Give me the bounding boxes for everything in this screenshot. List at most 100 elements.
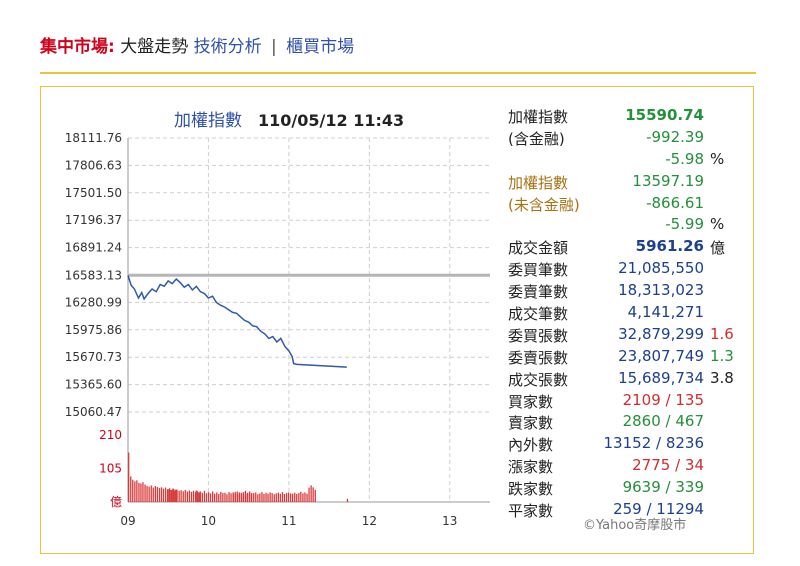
volume-bar (169, 488, 171, 502)
stat-row: 跌家數 9639 / 339 (508, 478, 752, 500)
volume-bar (244, 494, 247, 502)
volume-bar (174, 490, 176, 502)
volume-bar (314, 489, 316, 502)
stat-label: 委賣筆數 (508, 283, 569, 302)
stat-label: 成交金額 (508, 239, 569, 258)
copyright-text: ©Yahoo奇摩股市 (583, 518, 687, 533)
volume-bar (249, 491, 251, 502)
volume-bar (267, 493, 269, 502)
volume-bar (178, 490, 180, 502)
volume-bar (171, 489, 173, 502)
header-divider (40, 72, 756, 74)
volume-bar (265, 492, 267, 502)
volume-bar (150, 485, 152, 502)
volume-bar (199, 492, 201, 502)
y-tick-label: 15365.60 (65, 378, 122, 392)
volume-bar (273, 494, 275, 502)
y-tick-label: 15975.86 (65, 323, 122, 337)
volume-bar (294, 492, 296, 502)
volume-bar (148, 486, 150, 502)
volume-bar (232, 493, 234, 502)
stat-row: 加權指數 15590.74 (508, 106, 752, 128)
volume-bar (152, 487, 154, 502)
stat-row: 成交筆數 4,141,271 (508, 303, 752, 325)
stat-row: 漲家數 2775 / 34 (508, 456, 752, 478)
index-line (127, 275, 347, 368)
volume-bar (214, 493, 216, 502)
stat-label: 漲家數 (508, 458, 554, 477)
y-tick-label: 15060.47 (65, 405, 122, 419)
stat-label: (含金融) (508, 129, 565, 148)
stat-row: (含金融) -992.39 (508, 128, 752, 150)
stat-value: -5.99 (665, 215, 704, 234)
volume-bar (170, 489, 172, 502)
volume-bar (246, 492, 249, 502)
market-title: 集中市場: (40, 37, 115, 57)
stat-label: 委買筆數 (508, 261, 569, 280)
volume-bar (308, 487, 310, 502)
y-tick-label: 16280.99 (65, 295, 122, 309)
stat-row: 成交張數 15,689,734 3.8 (508, 369, 752, 391)
y-tick-label: 16583.13 (65, 268, 122, 282)
volume-bar (236, 493, 238, 502)
stat-label: 成交張數 (508, 370, 569, 389)
volume-tick-label: 105 (99, 462, 122, 476)
volume-bar (285, 493, 288, 502)
y-tick-label: 17806.63 (65, 158, 122, 172)
stat-label: 買家數 (508, 392, 554, 411)
stat-row: (未含金融) -866.61 (508, 194, 752, 216)
stat-label: 跌家數 (508, 480, 554, 499)
volume-bar (240, 493, 243, 502)
volume-bar (182, 491, 184, 502)
y-tick-label: 17196.37 (65, 213, 122, 227)
stat-unit: 3.8 (710, 368, 734, 387)
stat-row: 買家數 2109 / 135 (508, 391, 752, 413)
stat-label: 平家數 (508, 502, 554, 521)
volume-unit-label: 億 (110, 495, 122, 509)
y-tick-label: 18111.76 (65, 131, 122, 145)
volume-bar (304, 492, 306, 502)
volume-bar (228, 492, 230, 502)
volume-bar (255, 492, 257, 502)
volume-bar (146, 486, 148, 502)
volume-bar (134, 481, 136, 502)
volume-bar (132, 479, 134, 502)
volume-tick-label: 210 (99, 428, 122, 442)
stat-unit: % (710, 149, 725, 168)
market-nav: 集中市場: 大盤走勢 技術分析 | 櫃買市場 (40, 32, 354, 57)
otc-market-link[interactable]: 櫃買市場 (286, 37, 355, 57)
x-tick-label: 09 (120, 514, 135, 528)
volume-bar (251, 493, 253, 502)
stat-unit: 1.3 (710, 346, 734, 365)
volume-bar (292, 493, 294, 502)
stat-label: 賣家數 (508, 414, 554, 433)
technical-analysis-link[interactable]: 技術分析 (193, 37, 262, 57)
volume-bar (166, 489, 169, 502)
stat-row: 平家數 259 / 11294 (508, 500, 752, 522)
volume-bar (346, 498, 349, 502)
volume-bar (190, 491, 193, 502)
volume-bar (195, 490, 197, 502)
volume-bar (238, 492, 240, 502)
stat-row: 委賣筆數 18,313,023 (508, 281, 752, 303)
stat-row: 加權指數 13597.19 (508, 172, 752, 194)
volume-bar (259, 493, 261, 502)
stat-row: -5.98% (508, 150, 752, 172)
x-tick-label: 12 (362, 514, 377, 528)
volume-bar (242, 492, 245, 502)
stat-value: 18,313,023 (618, 281, 704, 300)
volume-bar (196, 491, 199, 502)
volume-bar (302, 493, 304, 502)
volume-bar (220, 491, 222, 502)
volume-bar (162, 488, 165, 502)
chart-timestamp: 110/05/12 11:43 (258, 111, 404, 130)
volume-bar (136, 480, 138, 502)
volume-bar (300, 491, 302, 502)
current-view-label: 大盤走勢 (120, 37, 189, 57)
stat-value: 2860 / 467 (622, 412, 704, 431)
stat-label: (未含金融) (508, 195, 580, 214)
stat-value: 259 / 11294 (613, 500, 704, 519)
volume-bar (281, 492, 284, 502)
volume-bar (277, 492, 279, 502)
